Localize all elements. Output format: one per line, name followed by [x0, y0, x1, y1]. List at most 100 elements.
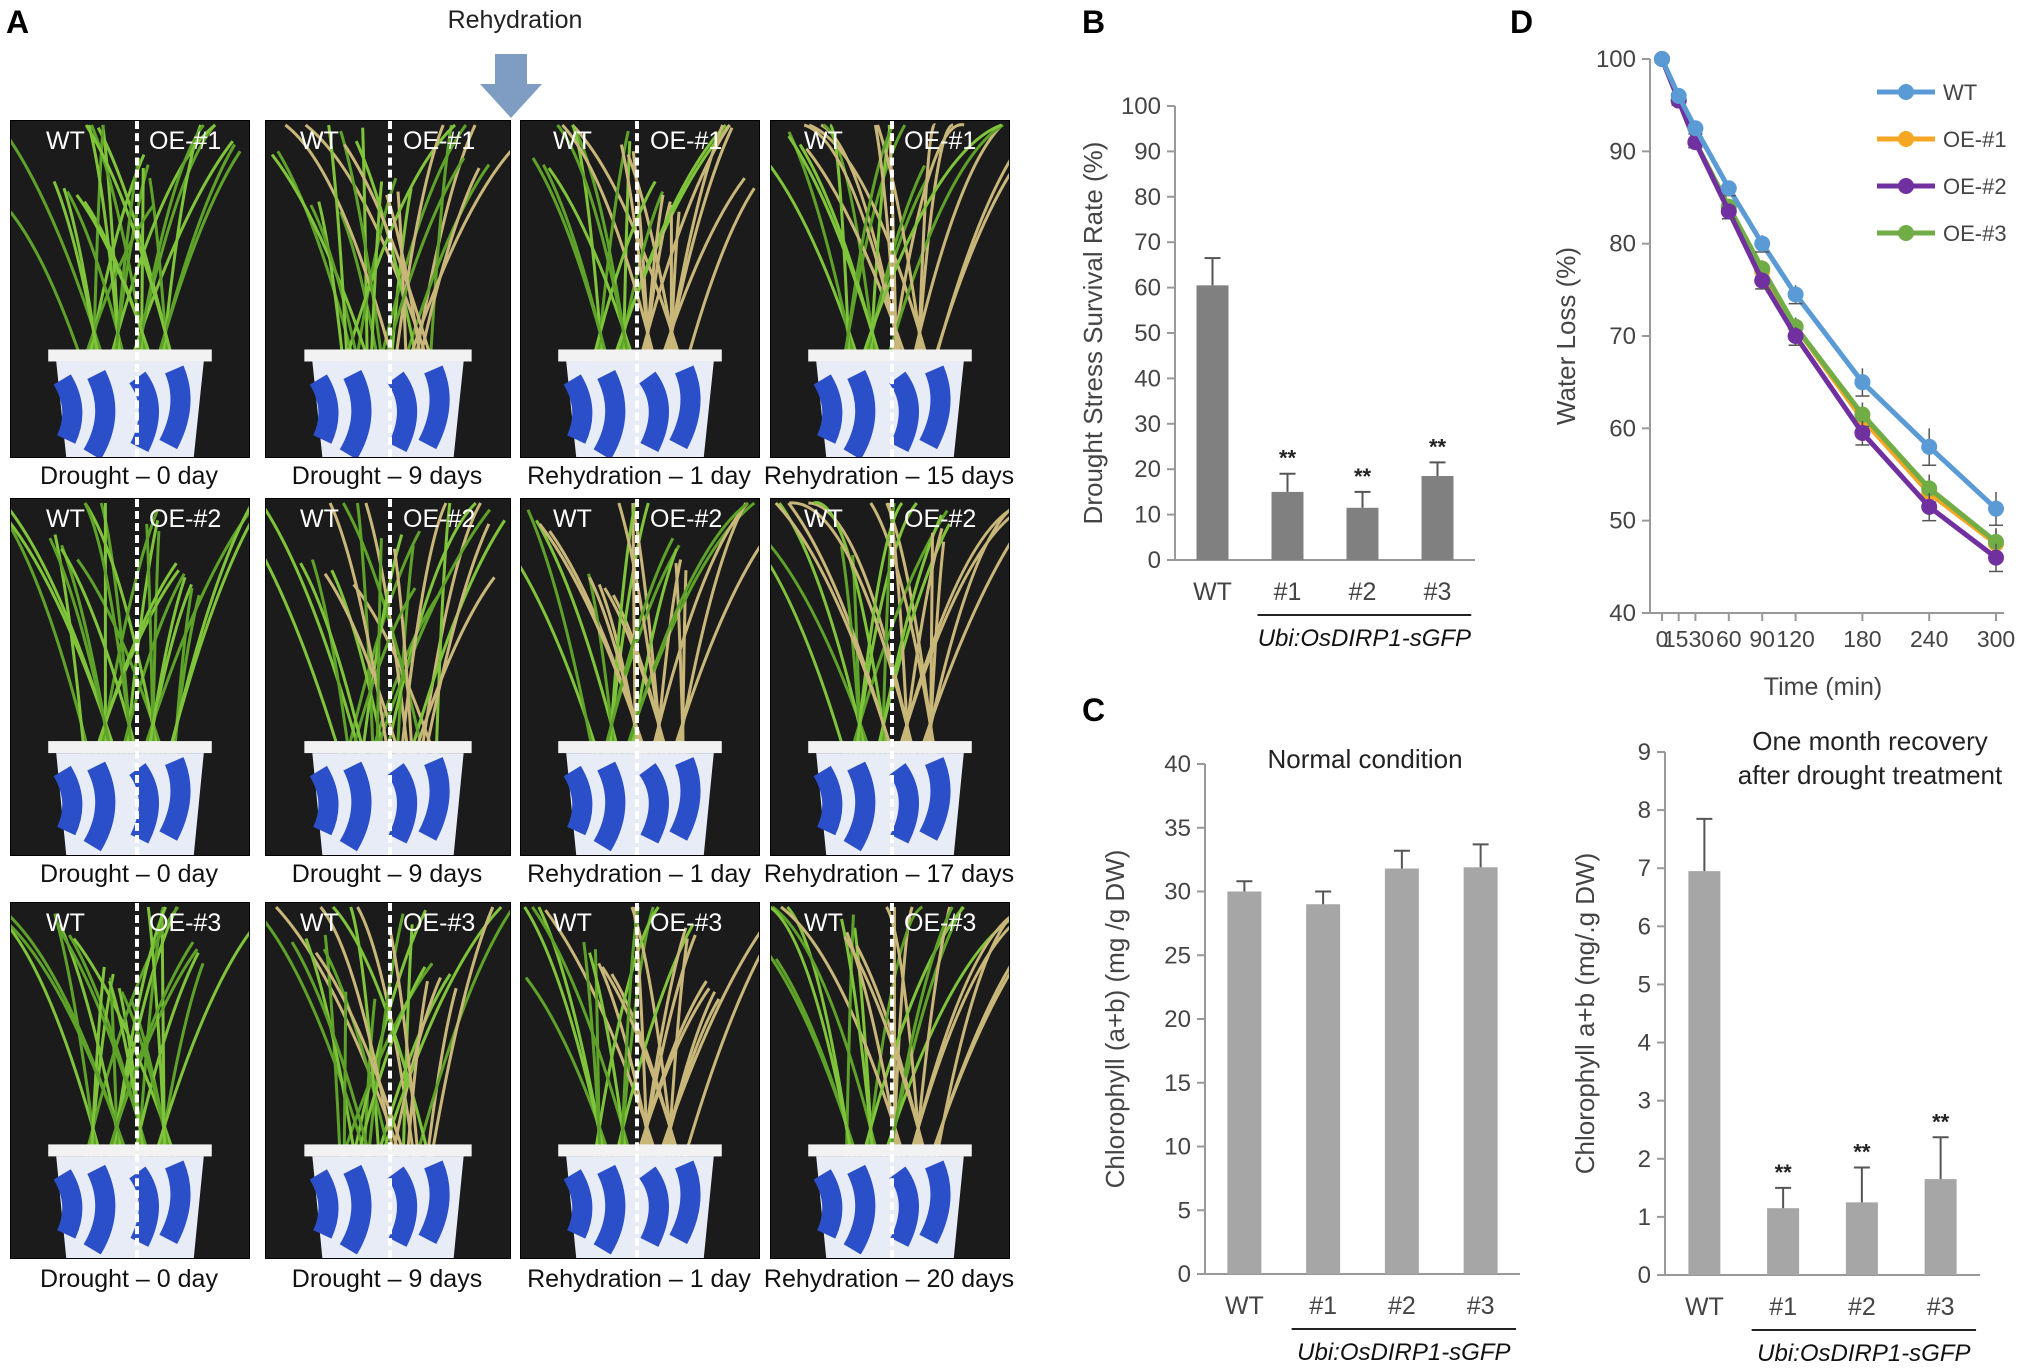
- x-tick-label: WT: [1193, 578, 1232, 606]
- divider-line: [635, 121, 639, 457]
- wt-label: WT: [553, 127, 592, 155]
- x-tick-label: #1: [1274, 578, 1302, 606]
- x-tick-label: 15: [1663, 626, 1689, 652]
- photo-caption: Drought – 0 day: [40, 1265, 218, 1293]
- x-tick-label: #3: [1467, 1292, 1495, 1320]
- bar: [1346, 507, 1379, 560]
- x-tick-label: 300: [1977, 626, 2015, 652]
- bar: [1845, 1202, 1878, 1275]
- oe-label: OE-#2: [403, 505, 476, 533]
- oe-label: OE-#1: [650, 127, 723, 155]
- oe-label: OE-#2: [904, 505, 977, 533]
- bar: [1306, 904, 1341, 1274]
- y-tick-label: 1: [1638, 1204, 1651, 1231]
- y-tick-label: 100: [1596, 46, 1636, 73]
- x-tick-label: #2: [1848, 1293, 1876, 1321]
- wt-label: WT: [300, 505, 339, 533]
- x-tick-label: #2: [1349, 578, 1377, 606]
- rehydration-label: Rehydration: [447, 6, 583, 34]
- oe-label: OE-#2: [650, 505, 723, 533]
- bar: [1688, 871, 1721, 1275]
- y-tick-label: 80: [1134, 184, 1161, 211]
- bar: [1463, 867, 1498, 1274]
- divider-line: [135, 903, 139, 1258]
- y-tick-label: 90: [1609, 138, 1636, 165]
- data-point: [1687, 120, 1704, 137]
- plant-photo: WT OE-#2: [770, 498, 1010, 856]
- oe-label: OE-#3: [149, 909, 222, 937]
- data-point: [1854, 424, 1871, 441]
- y-tick-label: 5: [1178, 1197, 1191, 1224]
- plant-photo: WT OE-#3: [10, 902, 250, 1259]
- data-point: [1921, 498, 1938, 515]
- data-point: [1988, 549, 2004, 566]
- y-tick-label: 0: [1178, 1261, 1191, 1288]
- bar: [1924, 1179, 1957, 1275]
- construct-label: Ubi:OsDIRP1-sGFP: [1757, 1340, 1970, 1367]
- y-axis-label: Drought Stress Survival Rate (%): [1080, 142, 1108, 525]
- legend-marker: [1898, 225, 1914, 241]
- significance-marker: **: [1932, 1109, 1950, 1134]
- y-tick-label: 15: [1164, 1070, 1191, 1097]
- legend-label: OE-#3: [1943, 221, 2007, 246]
- wt-label: WT: [300, 909, 339, 937]
- data-point: [1787, 286, 1804, 303]
- oe-label: OE-#1: [149, 127, 222, 155]
- panel-letter-a: A: [6, 4, 30, 40]
- bar: [1196, 285, 1229, 560]
- legend-marker: [1898, 178, 1914, 194]
- data-point: [1988, 533, 2004, 550]
- plant-photo: WT OE-#3: [770, 902, 1010, 1259]
- photo-caption: Drought – 9 days: [291, 462, 483, 490]
- chart-title-line2: after drought treatment: [1738, 760, 2003, 790]
- wt-label: WT: [804, 127, 843, 155]
- y-tick-label: 40: [1609, 600, 1636, 627]
- wt-label: WT: [804, 909, 843, 937]
- y-tick-label: 50: [1609, 508, 1636, 535]
- bar: [1271, 491, 1304, 560]
- significance-marker: **: [1429, 434, 1447, 459]
- divider-line: [635, 499, 639, 855]
- y-tick-label: 5: [1638, 971, 1651, 998]
- bar: [1384, 868, 1419, 1274]
- plant-drawing: [771, 123, 1009, 457]
- data-point: [1754, 272, 1771, 289]
- x-tick-label: WT: [1685, 1293, 1724, 1321]
- x-tick-label: #1: [1309, 1292, 1337, 1320]
- bar: [1421, 476, 1454, 560]
- divider-line: [890, 903, 894, 1258]
- legend-marker: [1898, 84, 1914, 100]
- panel-letter-d: D: [1510, 4, 1534, 40]
- data-point: [1988, 500, 2004, 517]
- divider-line: [388, 903, 392, 1258]
- rehydration-arrow-icon: [480, 54, 542, 118]
- panel-letter-c: C: [1082, 692, 1106, 728]
- y-tick-label: 80: [1609, 231, 1636, 258]
- plant-photo: WT OE-#1: [10, 120, 250, 458]
- chart-title: Normal condition: [1267, 744, 1462, 774]
- y-tick-label: 2: [1638, 1146, 1651, 1173]
- y-tick-label: 35: [1164, 815, 1191, 842]
- y-tick-label: 30: [1134, 411, 1161, 438]
- significance-marker: **: [1853, 1139, 1871, 1164]
- y-tick-label: 20: [1164, 1006, 1191, 1033]
- plant-drawing: [11, 502, 249, 855]
- oe-label: OE-#1: [403, 127, 476, 155]
- plant-drawing: [771, 905, 1009, 1258]
- survival-rate-chart: 0 10 20 30 40 50 60 70 80 90 100 Drought Stress Sur…: [1080, 93, 1475, 652]
- y-tick-label: 6: [1638, 913, 1651, 940]
- data-point: [1720, 203, 1737, 220]
- x-tick-label: 30: [1689, 626, 1715, 652]
- photo-caption: Drought – 9 days: [291, 1265, 483, 1293]
- plant-photo: WT OE-#2: [265, 498, 511, 856]
- plant-photo: WT OE-#1: [520, 120, 760, 458]
- oe-label: OE-#3: [650, 909, 723, 937]
- y-tick-label: 25: [1164, 942, 1191, 969]
- y-tick-label: 40: [1134, 365, 1161, 392]
- data-point: [1787, 328, 1804, 344]
- panel-letter-b: B: [1082, 4, 1106, 40]
- y-tick-label: 20: [1134, 456, 1161, 483]
- construct-label: Ubi:OsDIRP1-sGFP: [1258, 625, 1471, 652]
- divider-line: [890, 499, 894, 855]
